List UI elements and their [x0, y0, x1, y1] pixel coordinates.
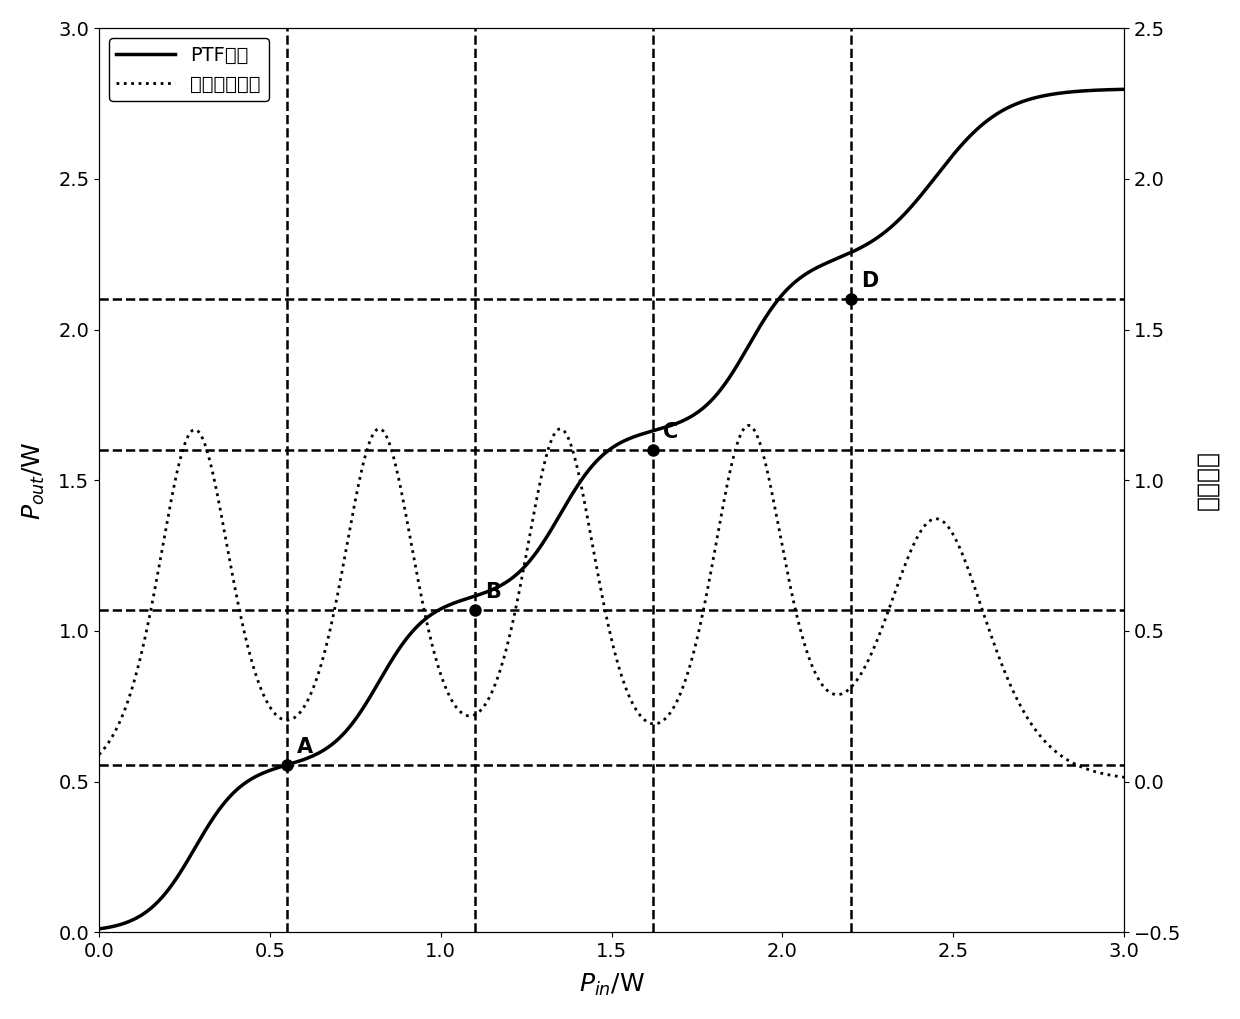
Line: PTF曲线: PTF曲线	[99, 90, 1125, 929]
Text: B: B	[485, 582, 501, 602]
Text: C: C	[663, 422, 678, 442]
Text: D: D	[861, 271, 878, 291]
PTF曲线	[484, 584, 498, 596]
Y-axis label: 微分增益: 微分增益	[1195, 450, 1219, 511]
Y-axis label: $P_{out}$/W: $P_{out}$/W	[21, 441, 47, 520]
微分增益曲线	[92, 749, 107, 761]
微分增益曲线	[935, 515, 950, 527]
PTF曲线	[935, 163, 950, 175]
PTF曲线	[1117, 84, 1132, 96]
微分增益曲线	[742, 420, 756, 432]
微分增益曲线	[484, 689, 498, 701]
X-axis label: $P_{in}$/W: $P_{in}$/W	[579, 972, 645, 999]
PTF曲线	[92, 923, 107, 935]
PTF曲线	[707, 391, 722, 404]
微分增益曲线	[707, 550, 722, 562]
PTF曲线	[278, 759, 293, 771]
微分增益曲线	[1117, 771, 1132, 784]
PTF曲线	[857, 239, 872, 252]
Text: A: A	[298, 737, 314, 757]
微分增益曲线	[759, 459, 774, 471]
Legend: PTF曲线, 微分增益曲线: PTF曲线, 微分增益曲线	[109, 38, 269, 101]
PTF曲线	[759, 311, 774, 323]
微分增益曲线	[278, 714, 293, 727]
Line: 微分增益曲线: 微分增益曲线	[99, 426, 1125, 777]
微分增益曲线	[857, 662, 872, 675]
